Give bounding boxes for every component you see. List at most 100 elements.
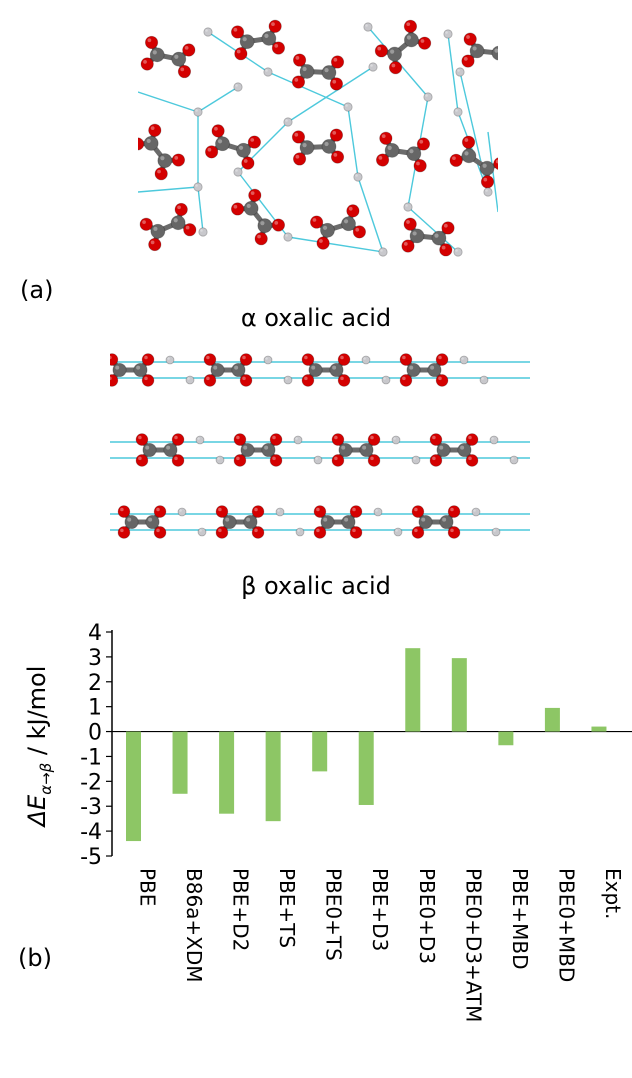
- hydrogen-atom: [215, 455, 225, 465]
- carbon-atom: [239, 34, 255, 50]
- carbon-atom: [469, 43, 485, 59]
- oxygen-atom-highlight: [144, 376, 148, 381]
- carbon-atom: [436, 442, 451, 458]
- oxygen-atom-highlight: [450, 507, 454, 512]
- hydrogen-atom: [197, 527, 207, 537]
- hydrogen-atom: [193, 107, 203, 117]
- carbon-atom-highlight: [166, 445, 171, 450]
- carbon-atom: [384, 142, 400, 158]
- y-tick-label: -3: [80, 795, 102, 820]
- oxygen-atom-highlight: [214, 126, 218, 131]
- carbon-atom: [243, 200, 259, 216]
- oxygen-atom-highlight: [207, 147, 212, 152]
- x-category-label: PBE0+D3+ATM: [461, 868, 485, 1022]
- hydrogen-atom: [193, 182, 203, 192]
- carbon-atom: [215, 136, 230, 152]
- carbon-atom-highlight: [217, 139, 223, 144]
- hydrogen-atom-highlight: [455, 249, 458, 252]
- oxygen-atom-highlight: [414, 528, 418, 533]
- beta-molecules: [110, 353, 519, 539]
- carbon-atom-highlight: [323, 517, 328, 522]
- hydrogen-atom: [378, 247, 388, 257]
- hydrogen-atom: [455, 67, 465, 77]
- oxygen-atom: [230, 202, 245, 216]
- hydrogen-atom-highlight: [179, 509, 182, 512]
- carbon-atom: [320, 222, 335, 238]
- carbon-atom: [150, 223, 166, 239]
- hydrogen-atom: [491, 527, 501, 537]
- oxygen-atom-highlight: [156, 528, 160, 533]
- oxygen-atom-highlight: [174, 435, 178, 440]
- oxygen-atom-highlight: [206, 376, 210, 381]
- carbon-atom-highlight: [160, 156, 165, 161]
- hydrogen-bond: [357, 176, 384, 253]
- hydrogen-atom-highlight: [355, 174, 358, 177]
- y-tick-label: -5: [80, 845, 102, 870]
- caption-alpha: α oxalic acid: [240, 304, 392, 332]
- oxygen-atom-highlight: [441, 245, 446, 250]
- carbon-atom-highlight: [482, 163, 487, 168]
- hydrogen-atom-highlight: [199, 529, 202, 532]
- carbon-atom: [406, 362, 421, 378]
- hydrogen-atom: [471, 507, 481, 517]
- oxygen-atom-highlight: [174, 456, 178, 461]
- oxygen-atom-highlight: [294, 78, 299, 82]
- carbon-atom: [163, 442, 178, 458]
- hydrogen-atom-highlight: [345, 104, 348, 107]
- hydrogen-atom-highlight: [405, 204, 408, 207]
- oxygen-atom-highlight: [432, 435, 436, 440]
- oxygen-atom-highlight: [468, 456, 472, 461]
- alpha-molecules: [138, 19, 498, 257]
- oxygen-atom: [435, 353, 449, 366]
- bar-PBE0+TS: [312, 731, 328, 772]
- carbon-atom: [231, 362, 246, 378]
- oxygen-atom: [403, 217, 417, 231]
- carbon-atom-highlight: [311, 365, 316, 370]
- carbon-atom-highlight: [324, 67, 329, 73]
- alpha-oxalic-acid-structure: [138, 19, 498, 257]
- oxygen-atom: [403, 19, 418, 33]
- bar-PBE0+D3: [405, 648, 421, 732]
- hydrogen-atom: [393, 527, 403, 537]
- hydrogen-atom: [403, 202, 413, 212]
- beta-oxalic-acid-structure: [110, 353, 530, 539]
- carbon-atom: [157, 153, 173, 169]
- carbon-atom-highlight: [412, 231, 417, 236]
- hydrogen-atom-highlight: [205, 29, 208, 32]
- carbon-atom: [112, 362, 127, 378]
- hydrogen-atom: [373, 507, 383, 517]
- oxygen-atom-highlight: [180, 67, 185, 72]
- oxygen-atom-highlight: [483, 177, 488, 182]
- hydrogen-atom: [283, 117, 293, 127]
- oxygen-atom-highlight: [450, 528, 454, 533]
- carbon-atom-highlight: [148, 517, 153, 522]
- carbon-atom-highlight: [243, 445, 248, 450]
- hydrogen-atom: [453, 247, 463, 257]
- oxygen-atom-highlight: [334, 456, 338, 461]
- carbon-atom: [243, 514, 258, 530]
- hydrogen-atom-highlight: [493, 529, 496, 532]
- oxygen-atom-highlight: [378, 156, 383, 160]
- hydrogen-atom-highlight: [277, 509, 280, 512]
- hydrogen-atom: [198, 227, 208, 237]
- oxygen-atom-highlight: [319, 239, 323, 243]
- oxygen-atom-highlight: [257, 234, 261, 239]
- oxygen-atom-highlight: [348, 206, 353, 211]
- hydrogen-atom: [275, 507, 285, 517]
- hydrogen-atom: [363, 22, 373, 32]
- oxygen-atom: [211, 124, 225, 138]
- oxygen-atom-highlight: [416, 161, 420, 166]
- oxygen-atom: [313, 505, 327, 518]
- x-category-label: Expt.: [601, 868, 625, 919]
- oxygen-atom: [330, 150, 345, 164]
- oxygen-atom-highlight: [432, 456, 436, 461]
- oxygen-atom-highlight: [150, 126, 155, 130]
- hydrogen-atom-highlight: [380, 249, 383, 252]
- oxygen-atom-highlight: [254, 528, 258, 533]
- hydrogen-atom-highlight: [457, 69, 460, 72]
- bar-PBE+D3: [358, 731, 374, 805]
- hydrogen-atom: [195, 435, 205, 445]
- oxygen-atom: [203, 353, 217, 366]
- carbon-atom-highlight: [145, 445, 150, 450]
- oxygen-atom: [247, 135, 262, 149]
